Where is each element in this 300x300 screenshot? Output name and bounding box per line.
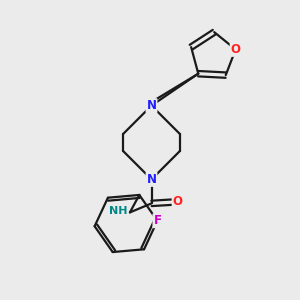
Text: F: F — [153, 214, 161, 227]
Text: N: N — [146, 99, 157, 112]
Text: NH: NH — [109, 206, 128, 216]
Text: N: N — [146, 173, 157, 186]
Text: O: O — [172, 195, 183, 208]
Text: O: O — [231, 43, 241, 56]
